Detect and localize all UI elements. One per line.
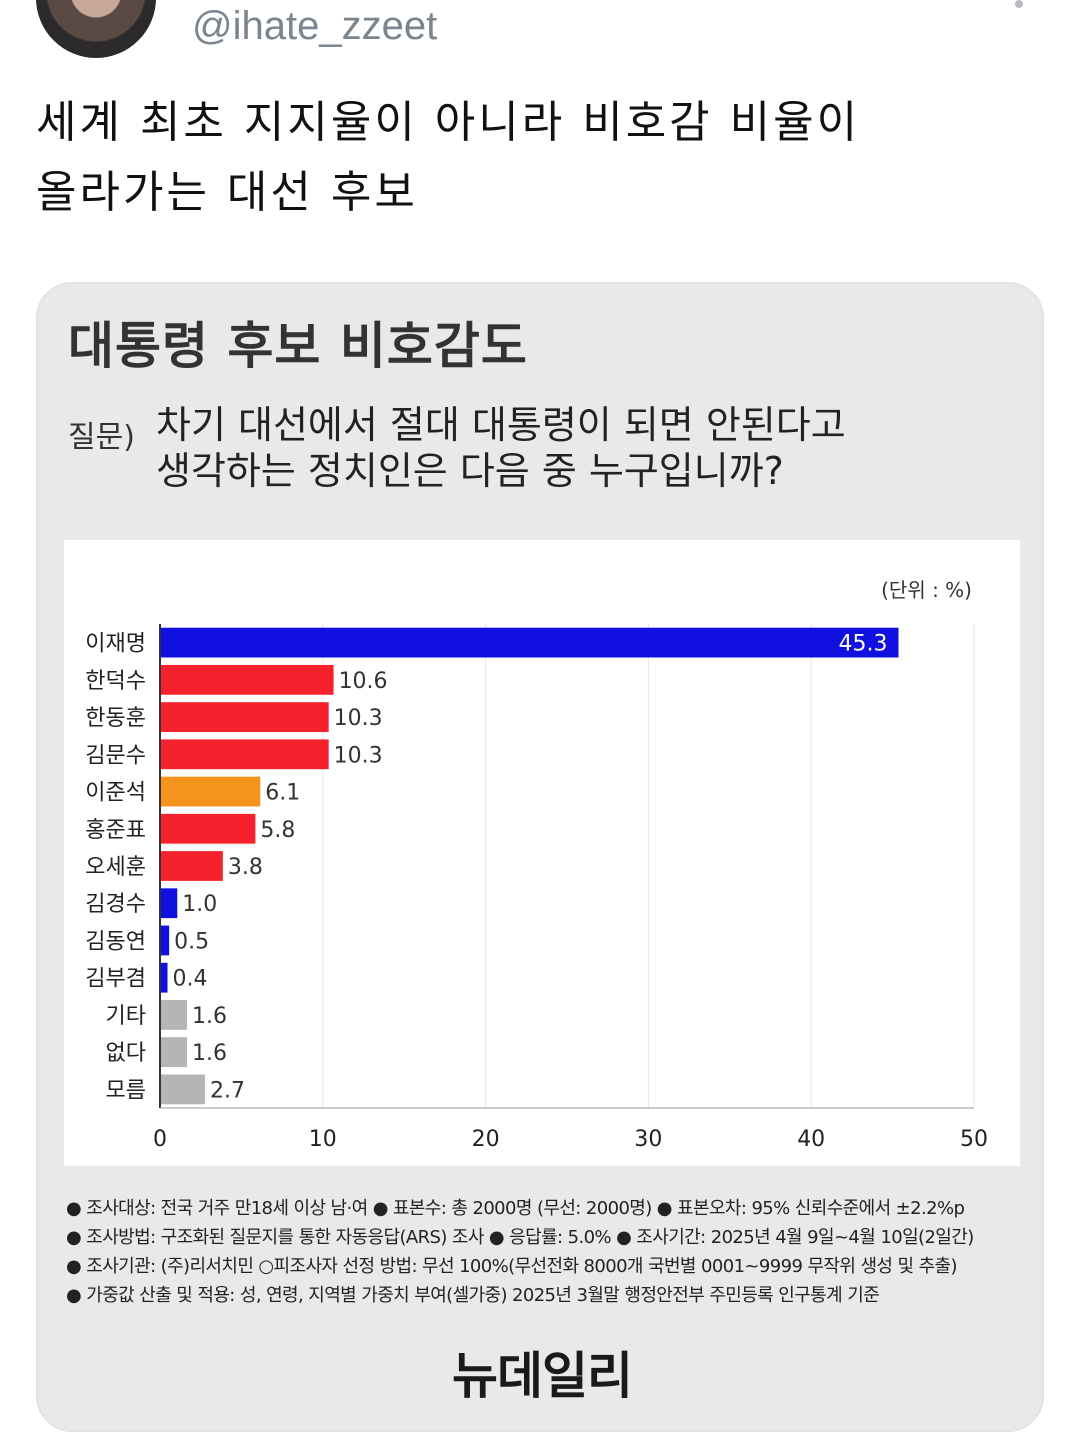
- category-label: 모름: [106, 1078, 146, 1103]
- bar: [161, 888, 178, 919]
- user-handle[interactable]: @ihate_zzeet: [192, 4, 438, 48]
- category-label: 오세훈: [85, 855, 146, 880]
- data-label: 1.6: [192, 1004, 227, 1029]
- bar: [161, 739, 329, 770]
- data-label: 0.5: [174, 929, 209, 954]
- card-title: 대통령 후보 비호감도: [68, 317, 528, 375]
- category-label: 한동훈: [85, 706, 146, 731]
- data-label: 0.4: [173, 967, 208, 992]
- category-label: 한덕수: [85, 669, 146, 694]
- unit-label: (단위 : %): [881, 578, 972, 602]
- bar: [161, 1037, 188, 1068]
- attached-image-card[interactable]: 대통령 후보 비호감도 질문) 차기 대선에서 절대 대통령이 되면 안된다고 …: [36, 282, 1044, 1432]
- footnote-4: 가중값 산출 및 적용: 성, 연령, 지역별 가중치 부여(셀가중) 2025…: [66, 1281, 1026, 1310]
- data-label: 1.0: [182, 892, 217, 917]
- data-label: 3.8: [228, 855, 263, 880]
- chart-panel: (단위 : %) 0 10 20 30 40 50 이재명 45.3 한덕수 10.6 한동훈 10.…: [64, 540, 1020, 1166]
- bar: [161, 702, 329, 732]
- bar: [161, 813, 256, 844]
- bar: [161, 1000, 188, 1030]
- bar: [161, 962, 168, 993]
- category-label: 김경수: [85, 892, 146, 917]
- category-label: 김부겸: [85, 967, 146, 992]
- question-line-2: 생각하는 정치인은 다음 중 누구입니까?: [156, 449, 784, 493]
- tweet-text-line-1: 세계 최초 지지율이 아니라 비호감 비율이: [36, 97, 861, 148]
- footnote-1: 조사대상: 전국 거주 만18세 이상 남·여 ● 표본수: 총 2000명 (…: [66, 1194, 1026, 1223]
- logo-text: 뉴데일리: [452, 1347, 633, 1405]
- footnote-2: 조사방법: 구조화된 질문지를 통한 자동응답(ARS) 조사 ● 응답률: 5…: [66, 1223, 1026, 1252]
- x-tick-label: 40: [797, 1127, 825, 1152]
- bar-chart: 0 10 20 30 40 50 이재명 45.3 한덕수 10.6 한동훈 10.3 김문수 10.3 이…: [85, 624, 988, 1152]
- data-label: 1.6: [192, 1041, 227, 1066]
- data-label: 2.7: [210, 1078, 245, 1103]
- tweet-header: @ihate_zzeet: [0, 0, 1080, 80]
- bar: [161, 776, 261, 807]
- category-label: 없다: [106, 1041, 146, 1066]
- bar: [161, 1074, 205, 1105]
- x-tick-label: 30: [634, 1127, 662, 1152]
- survey-footnotes: 조사대상: 전국 거주 만18세 이상 남·여 ● 표본수: 총 2000명 (…: [66, 1194, 1026, 1310]
- data-label: 10.3: [334, 706, 383, 731]
- category-label: 기타: [106, 1004, 146, 1029]
- data-label: 5.8: [260, 818, 295, 843]
- data-label: 45.3: [838, 632, 887, 657]
- category-label: 이준석: [85, 781, 146, 806]
- bar: [161, 925, 170, 956]
- data-label: 10.3: [334, 743, 383, 768]
- tweet-text: 세계 최초 지지율이 아니라 비호감 비율이 올라가는 대선 후보: [36, 88, 1036, 228]
- data-label: 6.1: [265, 781, 300, 806]
- tweet-text-line-2: 올라가는 대선 후보: [36, 167, 418, 218]
- bar: [161, 627, 899, 658]
- x-tick-label: 10: [309, 1127, 337, 1152]
- bar: [161, 851, 223, 881]
- footnote-3: 조사기관: (주)리서치민 ○피조사자 선정 방법: 무선 100%(무선전화 …: [66, 1252, 1026, 1281]
- question-text: 차기 대선에서 절대 대통령이 되면 안된다고 생각하는 정치인은 다음 중 누…: [156, 402, 956, 494]
- x-tick-label: 50: [960, 1127, 988, 1152]
- data-label: 10.6: [339, 669, 388, 694]
- avatar[interactable]: [36, 0, 156, 58]
- newdaily-logo: 뉴데일리: [38, 1336, 1042, 1408]
- x-tick-label: 20: [472, 1127, 500, 1152]
- category-label: 김동연: [85, 929, 146, 954]
- question-line-1: 차기 대선에서 절대 대통령이 되면 안된다고: [156, 403, 846, 447]
- bar: [161, 664, 334, 695]
- category-label: 홍준표: [85, 818, 146, 843]
- category-label: 김문수: [85, 743, 146, 768]
- question-label: 질문): [68, 420, 135, 455]
- more-options-icon[interactable]: [1015, 0, 1023, 8]
- category-label: 이재명: [85, 632, 146, 657]
- x-tick-label: 0: [153, 1127, 167, 1152]
